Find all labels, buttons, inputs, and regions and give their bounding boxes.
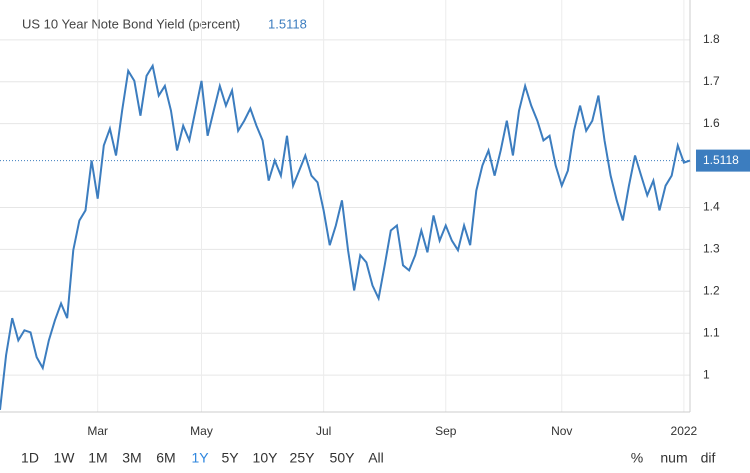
range-button[interactable]: 25Y xyxy=(290,450,316,466)
x-tick-label: Jul xyxy=(316,424,331,438)
mode-button[interactable]: % xyxy=(631,450,643,466)
range-button[interactable]: 3M xyxy=(122,450,141,466)
y-tick-label: 1.8 xyxy=(703,32,720,46)
range-button[interactable]: 5Y xyxy=(221,450,239,466)
range-button[interactable]: 1M xyxy=(88,450,107,466)
range-button[interactable]: All xyxy=(368,450,384,466)
chart-title: US 10 Year Note Bond Yield (percent) xyxy=(22,16,240,31)
range-button[interactable]: 50Y xyxy=(330,450,356,466)
data-line xyxy=(0,63,691,411)
y-tick-label: 1 xyxy=(703,367,710,381)
current-value: 1.5118 xyxy=(268,16,307,31)
y-tick-label: 1.4 xyxy=(703,200,720,214)
y-tick-label: 1.6 xyxy=(703,116,720,130)
x-tick-label: 2022 xyxy=(671,424,698,438)
x-tick-label: Mar xyxy=(87,424,108,438)
range-button[interactable]: 1D xyxy=(21,450,39,466)
x-tick-label: Sep xyxy=(435,424,457,438)
range-button[interactable]: 6M xyxy=(156,450,175,466)
mode-button[interactable]: num xyxy=(660,450,687,466)
y-tick-label: 1.1 xyxy=(703,325,720,339)
y-tick-label: 1.3 xyxy=(703,242,720,256)
range-button[interactable]: 1Y xyxy=(191,450,209,466)
y-tick-label: 1.2 xyxy=(703,283,720,297)
mode-button[interactable]: dif xyxy=(701,450,716,466)
range-button[interactable]: 1W xyxy=(54,450,76,466)
range-button[interactable]: 10Y xyxy=(253,450,279,466)
x-tick-label: May xyxy=(190,424,213,438)
y-tick-label: 1.7 xyxy=(703,74,720,88)
x-tick-label: Nov xyxy=(551,424,572,438)
last-value-badge xyxy=(696,149,750,172)
last-value-label: 1.5118 xyxy=(703,153,739,167)
